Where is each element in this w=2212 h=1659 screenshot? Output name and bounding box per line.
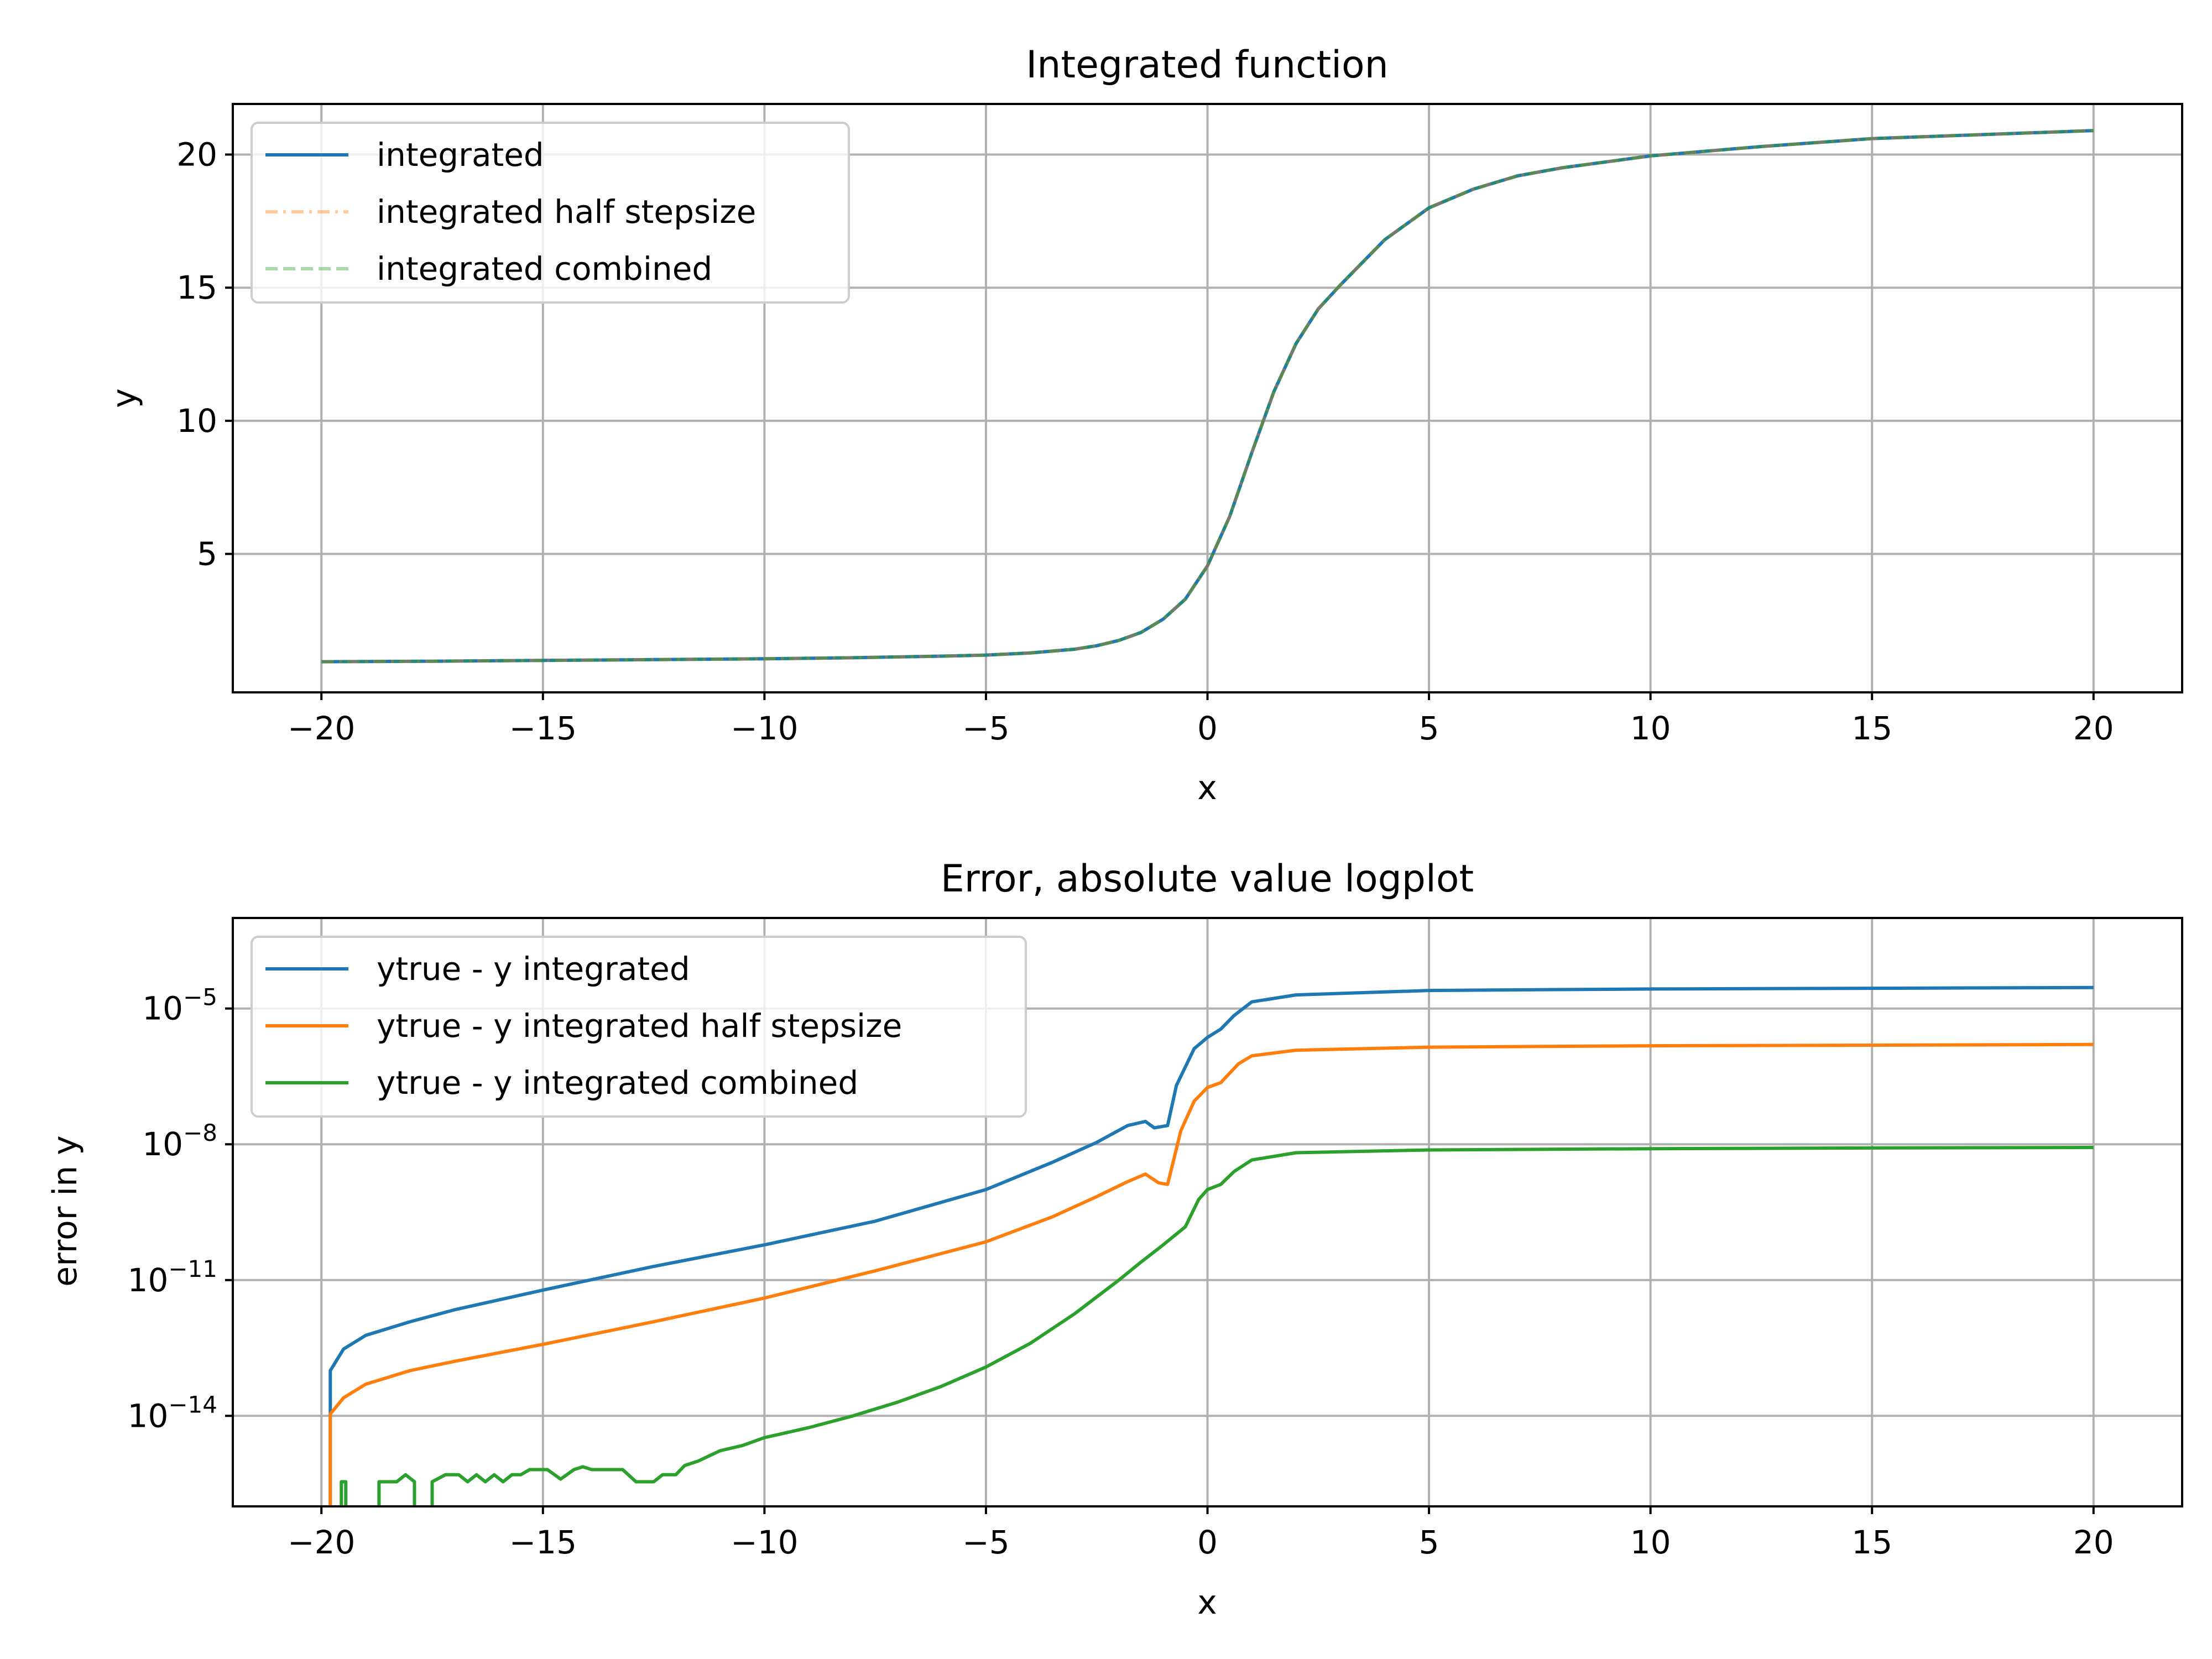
- legend-label: integrated: [377, 136, 544, 174]
- y-tick-label: 20: [176, 135, 217, 173]
- top-legend-box: [251, 122, 850, 304]
- top-x-axis-label: x: [1197, 769, 1217, 807]
- y-tick-label: 10−11: [128, 1255, 217, 1299]
- x-tick-label: 0: [1197, 709, 1218, 747]
- x-tick-label: −10: [731, 1524, 798, 1561]
- y-tick-label: 10−5: [142, 984, 217, 1027]
- x-tick-label: −15: [509, 709, 577, 747]
- legend-label: ytrue - y integrated half stepsize: [377, 1007, 902, 1045]
- series-line-3: [321, 129, 2094, 664]
- bottom-subplot: −20 −15 −10 −5 0 5 10 15 20 10−14 10−11 10−8 10−5 Er…: [46, 857, 2183, 1622]
- y-tick-label: 5: [197, 535, 217, 573]
- top-subplot: −20 −15 −10 −5 0 5 10 15 20 5 10 15 20 Integrated fu…: [105, 43, 2183, 807]
- legend-label: ytrue - y integrated combined: [377, 1064, 858, 1102]
- bottom-ticks: −20 −15 −10 −5 0 5 10 15 20 10−14 10−11 10−8 10−5: [128, 984, 2114, 1561]
- top-legend: integrated integrated half stepsize integr…: [251, 122, 850, 304]
- x-tick-label: −20: [288, 709, 355, 747]
- series-line-2: [328, 1042, 2094, 1506]
- x-tick-label: 0: [1197, 1524, 1218, 1561]
- bottom-y-axis-label: error in y: [46, 1135, 85, 1287]
- bottom-legend-box: [251, 936, 1027, 1118]
- x-tick-label: 15: [1851, 709, 1892, 747]
- top-ticks: −20 −15 −10 −5 0 5 10 15 20 5 10 15 20: [176, 135, 2114, 747]
- y-tick-label: 15: [176, 269, 217, 306]
- series-line-1: [328, 985, 2094, 1506]
- x-tick-label: 15: [1851, 1524, 1892, 1561]
- top-axes-frame: [232, 103, 2183, 693]
- top-plot-lines: [321, 129, 2094, 664]
- x-tick-label: 20: [2073, 709, 2114, 747]
- bottom-plot-lines: [328, 985, 2094, 1506]
- x-tick-label: 10: [1630, 709, 1671, 747]
- x-tick-label: −5: [962, 1524, 1010, 1561]
- legend-label: integrated half stepsize: [377, 193, 756, 231]
- legend-label: integrated combined: [377, 250, 712, 288]
- top-y-axis-label: y: [105, 388, 144, 408]
- bottom-x-axis-label: x: [1197, 1583, 1217, 1622]
- bottom-legend: ytrue - y integrated ytrue - y integrated…: [251, 936, 1027, 1118]
- y-tick-label: 10: [176, 402, 217, 440]
- x-tick-label: 20: [2073, 1524, 2114, 1561]
- x-tick-label: −15: [509, 1524, 577, 1561]
- y-tick-label: 10−14: [128, 1391, 217, 1434]
- x-tick-label: 5: [1419, 1524, 1439, 1561]
- series-line-1: [321, 129, 2094, 664]
- top-chart-title: Integrated function: [1026, 43, 1389, 87]
- series-line-2: [321, 129, 2094, 664]
- x-tick-label: 5: [1419, 709, 1439, 747]
- legend-label: ytrue - y integrated: [377, 950, 690, 988]
- x-tick-label: −20: [288, 1524, 355, 1561]
- bottom-axes-frame: [232, 917, 2183, 1507]
- x-tick-label: −5: [962, 709, 1010, 747]
- bottom-chart-title: Error, absolute value logplot: [941, 857, 1474, 901]
- series-line-3: [340, 1146, 2094, 1506]
- y-tick-label: 10−8: [142, 1119, 217, 1163]
- x-tick-label: 10: [1630, 1524, 1671, 1561]
- x-tick-label: −10: [731, 709, 798, 747]
